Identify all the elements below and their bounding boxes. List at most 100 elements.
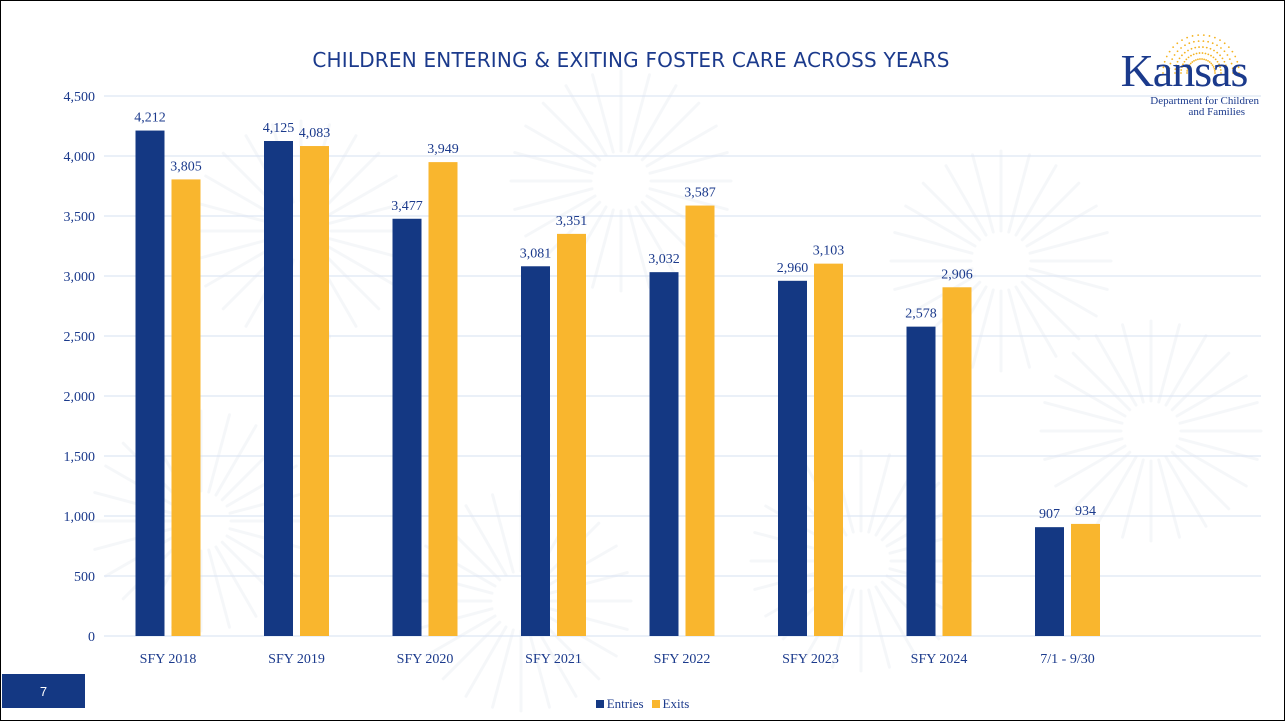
y-tick-label: 2,500: [64, 330, 96, 345]
logo-dot: [1185, 58, 1188, 61]
logo-dot: [1228, 58, 1231, 61]
data-label-entries: 3,477: [391, 199, 423, 214]
logo-dot: [1213, 36, 1216, 39]
x-tick-label: SFY 2024: [911, 652, 968, 667]
bar-exits: [171, 179, 201, 636]
data-label-exits: 4,083: [299, 126, 331, 141]
logo-dot: [1219, 66, 1222, 69]
data-label-entries: 4,125: [263, 121, 295, 136]
logo-dot: [1203, 58, 1206, 61]
x-tick-label: SFY 2021: [525, 652, 582, 667]
bar-entries: [264, 141, 293, 636]
logo-dot: [1213, 49, 1215, 52]
logo-dot: [1231, 50, 1234, 53]
logo-dot: [1202, 34, 1205, 37]
legend-label: Exits: [662, 696, 690, 711]
logo-dot: [1213, 70, 1216, 72]
logo-dot: [1219, 69, 1222, 71]
bar-exits: [814, 263, 843, 636]
y-tick-label: 0: [88, 630, 95, 645]
logo-dot: [1176, 50, 1179, 53]
chart-title: CHILDREN ENTERING & EXITING FOSTER CARE …: [312, 48, 950, 72]
logo-dot: [1187, 49, 1189, 52]
logo-dot: [1193, 59, 1195, 62]
logo-dot: [1189, 62, 1192, 65]
logo-dot: [1211, 42, 1214, 45]
logo-dot: [1216, 51, 1219, 54]
logo-dot: [1207, 59, 1209, 62]
logo-dot: [1186, 67, 1189, 70]
legend-item-exits: Exits: [651, 696, 690, 712]
logo-dot: [1172, 46, 1175, 49]
logo-dot: [1191, 35, 1194, 37]
logo-dot: [1207, 40, 1210, 43]
data-label-exits: 3,805: [170, 159, 202, 174]
y-tick-label: 4,000: [64, 150, 96, 165]
logo-dot: [1173, 54, 1176, 56]
logo-dot: [1216, 44, 1218, 47]
logo-dot: [1234, 55, 1237, 58]
logo-dot: [1225, 68, 1228, 71]
logo-dot: [1196, 58, 1199, 61]
logo-dot: [1165, 55, 1168, 58]
logo-dot: [1219, 54, 1221, 57]
logo-wordmark: Kansas: [1120, 45, 1249, 96]
data-label-entries: 907: [1039, 507, 1060, 522]
logo-dot: [1221, 57, 1224, 60]
logo-dot: [1202, 40, 1205, 42]
logo-dot: [1212, 56, 1215, 59]
logo-dot: [1192, 40, 1195, 43]
logo-dot: [1180, 47, 1182, 49]
logo-dot: [1237, 66, 1240, 69]
logo-dot: [1208, 61, 1211, 63]
page-number-badge: 7: [2, 674, 85, 708]
data-label-entries: 3,032: [648, 252, 680, 267]
logo-dot: [1238, 72, 1240, 74]
logo-dot: [1195, 52, 1198, 55]
logo-dot: [1236, 60, 1239, 63]
bar-exits: [685, 205, 715, 636]
data-label-exits: 3,103: [813, 244, 845, 259]
logo-dot: [1180, 72, 1182, 74]
logo-dot: [1202, 46, 1204, 48]
logo-dot: [1212, 66, 1215, 68]
logo-dot: [1223, 60, 1226, 63]
logo-dot: [1205, 59, 1208, 61]
logo-dot: [1214, 72, 1216, 74]
x-tick-label: SFY 2020: [397, 652, 454, 667]
logo-dot: [1187, 66, 1190, 68]
logo-dot: [1190, 54, 1192, 57]
logo-sunburst-icon: [1162, 34, 1240, 74]
logo-dot: [1208, 35, 1211, 37]
logo-dot: [1198, 52, 1201, 54]
logo-dot: [1230, 62, 1233, 65]
logo-dot: [1223, 42, 1226, 45]
legend-swatch: [651, 700, 660, 708]
bar-entries: [778, 280, 807, 636]
logo-dot: [1174, 68, 1177, 71]
logo-dot: [1224, 64, 1227, 67]
logo-dot: [1174, 72, 1176, 74]
bar-entries: [906, 326, 936, 636]
data-label-entries: 2,960: [777, 261, 809, 276]
chart-legend: Entries Exits: [1, 696, 1284, 712]
logo-dot: [1223, 50, 1226, 53]
legend-swatch: [595, 700, 604, 708]
logo-dot: [1183, 60, 1186, 63]
logo-dot: [1162, 66, 1165, 69]
logo-dot: [1211, 64, 1214, 67]
y-tick-label: 1,000: [64, 510, 96, 525]
y-tick-label: 2,000: [64, 390, 96, 405]
bar-entries: [392, 218, 422, 636]
data-label-exits: 3,351: [556, 214, 588, 229]
logo-dot: [1197, 40, 1200, 42]
y-tick-label: 500: [74, 570, 95, 585]
x-tick-label: SFY 2018: [140, 652, 197, 667]
bar-exits: [1071, 523, 1100, 636]
logo-dot: [1162, 72, 1164, 74]
logo-dot: [1216, 60, 1219, 63]
logo-dot: [1201, 52, 1204, 54]
logo-dot: [1204, 52, 1207, 55]
